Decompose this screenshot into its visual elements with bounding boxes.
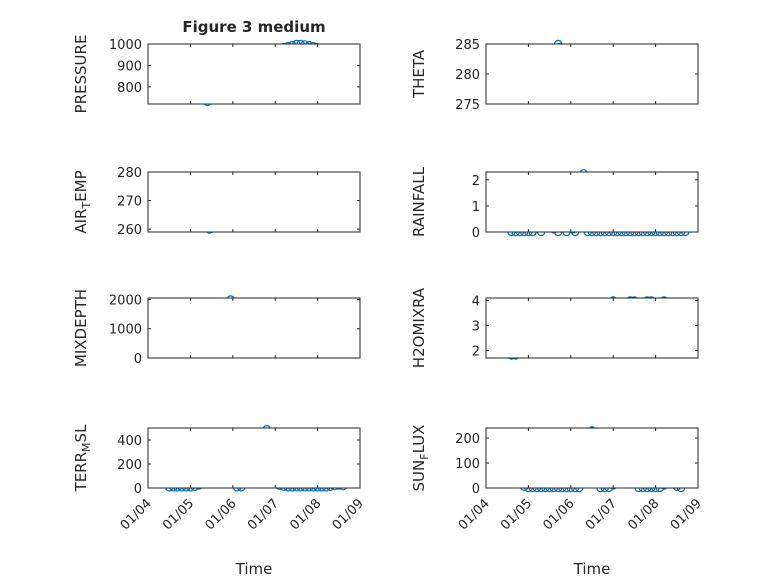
axes-frame: [485, 297, 699, 359]
x-tick-label: 01/07: [583, 496, 620, 533]
y-tick-label: 280: [455, 68, 480, 83]
panel-terr-msl: 0 200 400 01/04 01/05 01/06 01/07 01/08 01/09 TER…: [72, 424, 367, 578]
x-tick-label: 01/09: [330, 496, 367, 533]
y-tick-label: 200: [117, 458, 142, 473]
y-axis-label: AIRTEMP: [72, 170, 93, 233]
x-tick-label: 01/08: [287, 496, 324, 533]
y-tick-label: 260: [117, 223, 142, 238]
y-tick-label: 800: [117, 81, 142, 96]
panel-rainfall: 0 1 2 RAINFALL: [410, 166, 699, 241]
y-tick-label: 2000: [109, 293, 142, 308]
y-tick-label: 0: [472, 226, 480, 241]
axes-frame: [147, 427, 361, 489]
y-tick-label: 1: [472, 200, 480, 215]
y-tick-label: 400: [117, 434, 142, 449]
y-tick-label: 100: [455, 457, 480, 472]
axes-frame: [485, 43, 699, 105]
panel-mixdepth: 0 1000 2000 MIXDEPTH: [72, 289, 361, 367]
x-tick-label: 01/06: [203, 496, 240, 533]
y-axis-label: PRESSURE: [72, 35, 90, 114]
x-tick-label: 01/05: [160, 496, 197, 533]
x-tick-label: 01/07: [245, 496, 282, 533]
y-axis-label: RAINFALL: [410, 166, 428, 237]
y-tick-label: 270: [117, 195, 142, 210]
x-tick-label: 01/05: [498, 496, 535, 533]
y-axis-label: THETA: [410, 49, 428, 99]
panel-h2omixra: 2 3 4 H2OMIXRA: [410, 287, 699, 368]
y-axis-label: MIXDEPTH: [72, 289, 90, 367]
x-tick-label: 01/06: [541, 496, 578, 533]
y-tick-label: 3: [472, 320, 480, 335]
y-tick-label: 4: [472, 295, 480, 310]
panel-pressure: 800 900 1000 PRESSURE Figure 3 medium: [72, 18, 361, 114]
panel-air-temp: 260 270 280 AIRTEMP: [72, 166, 361, 238]
panel-sun-flux: 0 100 200 01/04 01/05 01/06 01/07 01/08 01/09 SUN…: [410, 425, 705, 578]
y-tick-label: 200: [455, 432, 480, 447]
x-tick-label: 01/04: [118, 496, 155, 533]
y-tick-label: 285: [455, 38, 480, 53]
axes-frame: [485, 171, 699, 233]
figure-title: Figure 3 medium: [182, 18, 325, 36]
y-tick-label: 2: [472, 174, 480, 189]
y-tick-label: 0: [472, 482, 480, 497]
y-axis-label: TERRMSL: [72, 424, 93, 493]
axes-frame: [147, 171, 361, 233]
x-tick-label: 01/08: [625, 496, 662, 533]
y-tick-label: 900: [117, 59, 142, 74]
x-axis-label: Time: [235, 560, 273, 578]
y-tick-label: 0: [134, 482, 142, 497]
axes-frame: [147, 297, 361, 359]
x-tick-label: 01/04: [456, 496, 493, 533]
y-tick-label: 275: [455, 98, 480, 113]
y-tick-label: 2: [472, 345, 480, 360]
axes-frame: [485, 427, 699, 489]
y-axis-label: H2OMIXRA: [410, 287, 428, 368]
y-tick-label: 0: [134, 352, 142, 367]
y-tick-label: 1000: [109, 323, 142, 338]
y-tick-label: 280: [117, 166, 142, 181]
panel-theta: 275 280 285 THETA: [410, 38, 699, 113]
x-tick-label: 01/09: [668, 496, 705, 533]
axes-frame: [147, 43, 361, 105]
x-axis-label: Time: [573, 560, 611, 578]
y-axis-label: SUNFLUX: [410, 425, 431, 492]
y-tick-label: 1000: [109, 38, 142, 53]
